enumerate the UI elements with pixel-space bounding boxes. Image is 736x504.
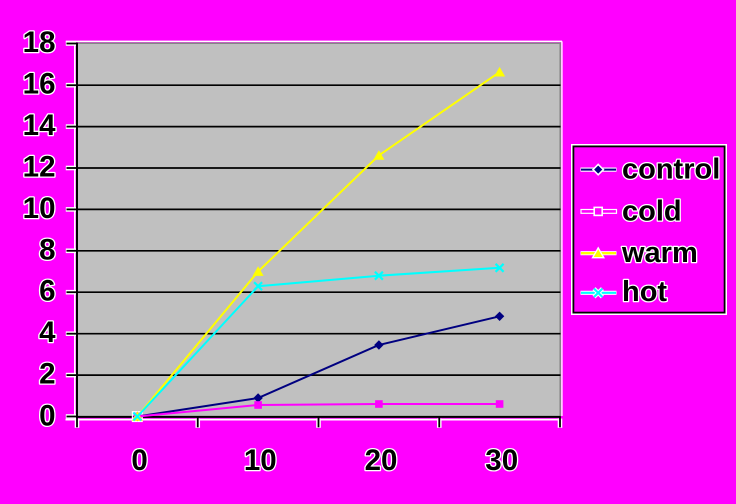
svg-text:16: 16 (23, 68, 56, 101)
svg-text:warm: warm (621, 237, 698, 269)
svg-text:12: 12 (23, 151, 56, 184)
svg-text:10: 10 (244, 444, 277, 477)
svg-text:10: 10 (23, 192, 56, 225)
svg-text:14: 14 (23, 109, 56, 142)
svg-text:4: 4 (39, 316, 56, 349)
svg-text:0: 0 (131, 444, 147, 477)
svg-text:20: 20 (365, 444, 398, 477)
svg-text:2: 2 (39, 358, 55, 391)
svg-text:cold: cold (622, 195, 682, 227)
svg-text:0: 0 (39, 400, 55, 433)
svg-text:hot: hot (622, 276, 667, 308)
svg-text:control: control (622, 154, 720, 186)
svg-text:6: 6 (39, 275, 55, 308)
svg-text:18: 18 (23, 26, 56, 59)
svg-text:8: 8 (39, 233, 55, 266)
svg-text:30: 30 (485, 444, 518, 477)
